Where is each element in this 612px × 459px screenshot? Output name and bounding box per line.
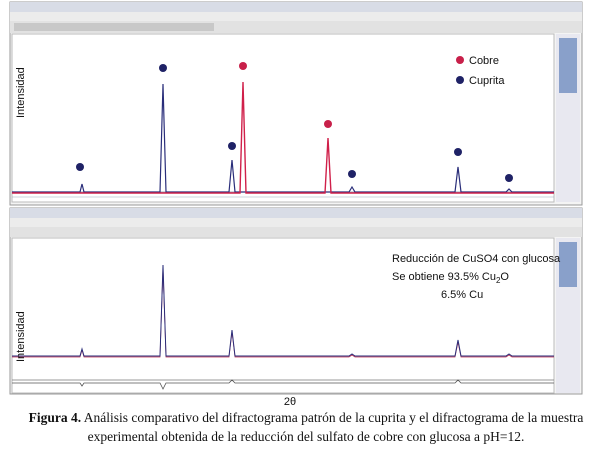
y-axis-label: Intensidad [15, 311, 27, 362]
caption: Figura 4. Análisis comparativo del difra… [0, 408, 612, 446]
legend-label: Cobre [469, 55, 499, 67]
annotation-subscript: 2 [496, 276, 501, 285]
figure: Cobre Cuprita Intensidad Intensidad Redu… [9, 1, 583, 408]
annotation: Reducción de CuSO4 con glucosa [392, 253, 561, 265]
y-axis-label: Intensidad [15, 67, 27, 118]
legend-label: Cuprita [469, 75, 505, 87]
annotation: Se obtiene 93.5% Cu2O [392, 271, 509, 285]
caption-text: Análisis comparativo del difractograma p… [83, 410, 584, 444]
caption-label: Figura 4. [28, 410, 82, 425]
top-window: Cobre Cuprita Intensidad [9, 1, 583, 206]
annotation-text: O [500, 271, 509, 283]
annotation-text: Se obtiene 93.5% Cu [392, 271, 496, 283]
annotation: 6.5% Cu [441, 289, 483, 301]
bottom-window: Intensidad Reducción de CuSO4 con glucos… [9, 207, 583, 395]
x-axis-label: 2θ [284, 396, 296, 408]
